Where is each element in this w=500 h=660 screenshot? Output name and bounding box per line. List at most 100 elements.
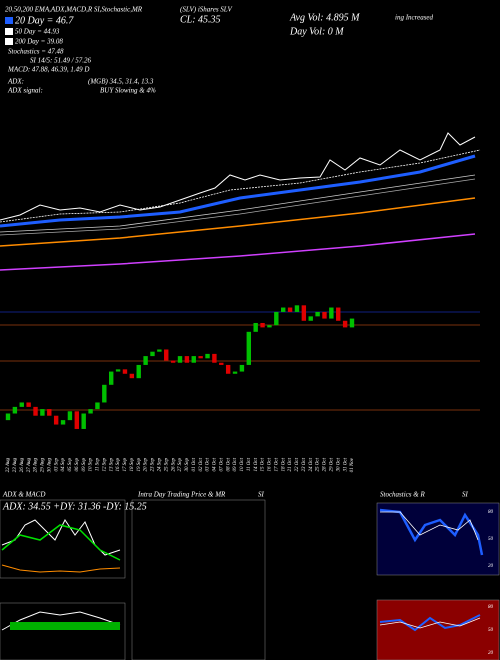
ema-line <box>0 174 476 233</box>
x-tick-label: 26 Sep <box>171 458 176 472</box>
header-day-vol: Day Vol: 0 M <box>289 26 344 37</box>
x-tick-label: 16 Oct <box>268 457 273 471</box>
candle <box>239 364 245 372</box>
candle <box>129 373 135 379</box>
x-tick-label: 12 Sep <box>102 458 107 472</box>
candle <box>47 409 52 416</box>
candle <box>329 307 334 319</box>
macd-line <box>1 611 121 631</box>
ema-line <box>0 178 476 236</box>
candle <box>5 413 11 421</box>
header-note: ing Increased <box>395 14 434 22</box>
ema50-line <box>0 154 476 228</box>
candle <box>33 406 38 416</box>
adx-title: ADX & MACD <box>2 491 45 499</box>
price-line <box>0 132 476 221</box>
x-tick-label: 09 Sep <box>82 458 87 472</box>
adx-values: ADX: 34.55 +DY: 31.36 -DY: 15.25 <box>2 501 147 512</box>
candle <box>219 362 224 365</box>
candle <box>184 356 190 363</box>
legend-adx: ADX: <box>7 78 24 86</box>
level-label: 50 <box>488 537 494 542</box>
candle <box>281 307 286 312</box>
candle <box>74 411 79 429</box>
x-tick-label: 14 Oct <box>254 457 259 471</box>
x-tick-label: 06 Sep <box>75 458 80 472</box>
level-label: 20 <box>488 564 494 569</box>
x-tick-label: 22 Aug <box>6 458 11 473</box>
x-tick-label: 09 Oct <box>233 457 238 471</box>
x-tick-label: 01 Nov <box>350 457 355 472</box>
candle <box>287 307 293 312</box>
candle <box>115 369 121 372</box>
x-tick-label: 24 Oct <box>309 457 314 471</box>
x-tick-label: 05 Sep <box>68 458 73 472</box>
candle <box>336 307 341 321</box>
x-tick-label: 28 Aug <box>34 458 39 473</box>
x-tick-label: 19 Sep <box>137 458 142 472</box>
candle <box>191 356 196 363</box>
candle <box>322 311 327 319</box>
x-tick-label: 18 Sep <box>130 458 135 472</box>
legend-ema200: 200 Day = 39.08 <box>15 38 63 46</box>
candle <box>274 311 279 326</box>
legend-ema20: 20 Day = 46.7 <box>15 15 74 26</box>
candle <box>136 364 141 379</box>
x-tick-label: 16 Sep <box>116 458 121 472</box>
x-tick-label: 10 Oct <box>240 457 245 471</box>
legend-adx-signal-label: ADX signal: <box>7 87 43 95</box>
candle <box>267 325 272 328</box>
candle <box>122 369 128 374</box>
legend-rsi: SI 14/5: 51.49 / 57.26 <box>30 57 92 65</box>
x-tick-label: 11 Oct <box>247 457 252 471</box>
rsi-line <box>379 614 481 632</box>
x-tick-label: 17 Sep <box>123 458 128 472</box>
level-label: 20 <box>488 651 494 656</box>
x-tick-label: 28 Oct <box>323 457 328 471</box>
header-avg-vol: Avg Vol: 4.895 M <box>289 12 360 23</box>
x-tick-label: 23 Sep <box>151 458 156 472</box>
intraday-title: Intra Day Trading Price & MR <box>137 491 226 499</box>
x-tick-label: 23 Oct <box>302 457 307 471</box>
macd-panel <box>0 602 126 660</box>
candle <box>253 322 258 332</box>
candle <box>95 402 100 410</box>
x-tick-label: 03 Oct <box>206 457 211 471</box>
x-tick-label: 13 Sep <box>109 458 114 472</box>
x-tick-label: 30 Oct <box>336 457 341 471</box>
candle <box>294 305 300 312</box>
x-tick-label: 25 Sep <box>164 458 169 472</box>
x-tick-label: 27 Sep <box>178 458 183 472</box>
intraday-si: SI <box>258 491 265 499</box>
x-tick-label: 15 Oct <box>261 457 266 471</box>
header-symbol: (SLV) iShares SLV <box>180 6 232 14</box>
dim-line <box>1 564 121 573</box>
x-tick-label: 07 Oct <box>219 457 224 471</box>
candle <box>177 356 183 363</box>
candle <box>150 351 155 357</box>
legend-swatch <box>5 17 13 24</box>
candle <box>260 322 265 328</box>
candle <box>170 360 176 363</box>
candle <box>205 353 210 359</box>
x-tick-label: 03 Sep <box>54 458 59 472</box>
candle <box>342 320 348 328</box>
x-tick-label: 02 Oct <box>199 457 204 471</box>
candle <box>301 305 307 321</box>
level-label: 50 <box>488 628 494 633</box>
x-tick-label: 23 Aug <box>13 458 18 473</box>
x-tick-label: 29 Oct <box>330 457 335 471</box>
candle <box>109 371 114 385</box>
adx-panel <box>0 499 126 579</box>
legend-macd: MACD: 47.88, 46.39, 1.49 D <box>7 66 89 74</box>
ema200-line <box>0 197 476 247</box>
candle <box>246 331 251 365</box>
candle <box>81 413 86 429</box>
x-tick-label: 17 Oct <box>274 457 279 471</box>
legend-adx-signal: BUY Slowing & 4% <box>100 87 156 95</box>
level-label: 80 <box>488 510 494 515</box>
candle <box>315 311 320 317</box>
candle <box>60 420 66 425</box>
x-tick-label: 31 Oct <box>343 457 348 471</box>
